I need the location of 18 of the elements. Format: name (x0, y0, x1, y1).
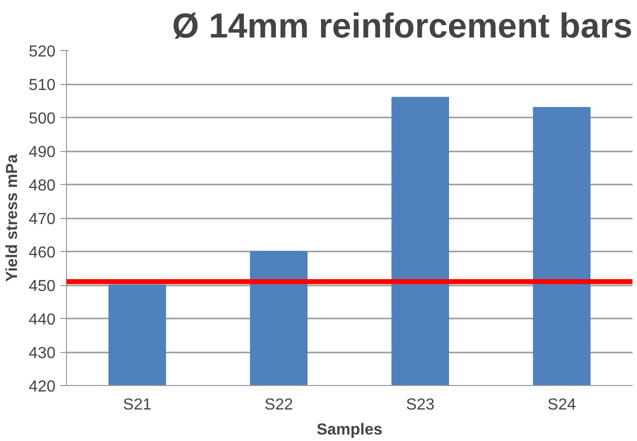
y-axis-title: Yield stress mPa (4, 154, 21, 282)
y-tick-label: 520 (28, 44, 56, 60)
x-tick-label: S22 (264, 396, 294, 414)
y-tick-label: 460 (28, 244, 56, 262)
chart-title: Ø 14mm reinforcement bars (172, 8, 633, 46)
y-tick-label: 430 (28, 345, 56, 362)
y-tick-label: 510 (28, 77, 56, 94)
x-axis-title: Samples (316, 422, 383, 438)
y-tick-label: 450 (28, 278, 56, 295)
y-tick-label: 420 (28, 378, 56, 396)
y-tick-label: 440 (28, 312, 56, 328)
y-tick-label: 500 (28, 110, 56, 128)
x-tick-label: S24 (548, 396, 576, 414)
y-tick-label: 470 (28, 211, 56, 228)
x-tick-label: S21 (123, 396, 152, 414)
x-tick-label: S23 (406, 396, 435, 414)
y-tick-label: 480 (28, 178, 56, 194)
y-tick-label: 490 (28, 144, 56, 161)
